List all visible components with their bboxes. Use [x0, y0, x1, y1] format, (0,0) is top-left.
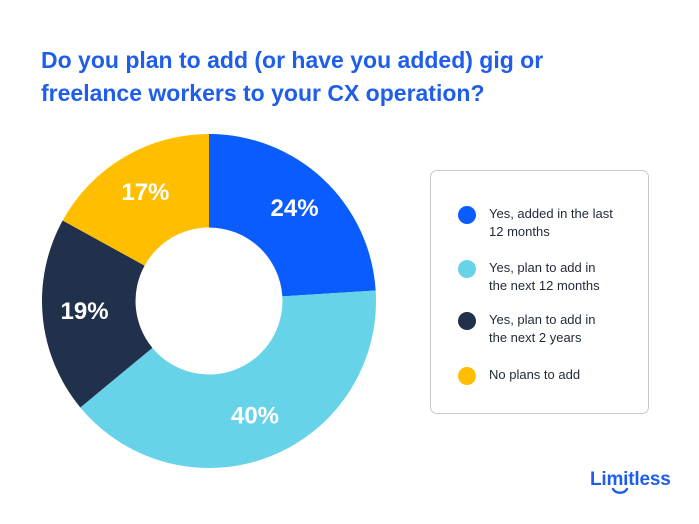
legend-item-plan-next-2-years: Yes, plan to add in the next 2 years [458, 311, 636, 347]
slice-value-label-no-plans: 17% [121, 179, 169, 206]
legend-label-no-plans: No plans to add [489, 367, 581, 382]
legend-label-added-last-12-months: Yes, added in the last 12 months [489, 205, 613, 241]
slice-value-label-plan-next-2-years: 19% [61, 298, 109, 325]
legend-label-line: Yes, plan to add in [489, 260, 596, 275]
smile-mark-icon [611, 487, 629, 494]
donut-slice-plan-next-12-months [80, 290, 377, 469]
logo-wordmark: Limitless [590, 469, 671, 490]
legend-label-line: Yes, added in the last [489, 206, 613, 221]
legend-dot-blue-icon [458, 206, 476, 224]
donut-slice-no-plans [62, 134, 209, 266]
limitless-logo: Limitless [590, 467, 672, 503]
slice-value-label-plan-next-12-months: 40% [231, 403, 279, 430]
legend-label-plan-next-2-years: Yes, plan to add in the next 2 years [489, 311, 596, 347]
legend-dot-yellow-icon [458, 367, 476, 385]
donut-slice-plan-next-2-years [42, 220, 153, 408]
chart-title: Do you plan to add (or have you added) g… [41, 44, 661, 110]
donut-slice-added-last-12-months [209, 134, 376, 297]
legend-dot-navy-icon [458, 312, 476, 330]
legend-item-added-last-12-months: Yes, added in the last 12 months [458, 205, 636, 241]
chart-title-line-1: Do you plan to add (or have you added) g… [41, 47, 544, 73]
slice-value-label-added-last-12-months: 24% [271, 195, 319, 222]
chart-title-line-2: freelance workers to your CX operation? [41, 80, 485, 106]
donut-center-hole [136, 228, 282, 374]
legend-label-line: the next 12 months [489, 278, 600, 293]
legend-dot-light-blue-icon [458, 260, 476, 278]
legend-label-line: Yes, plan to add in [489, 312, 596, 327]
legend-item-no-plans: No plans to add [458, 366, 636, 385]
legend-label-line: the next 2 years [489, 330, 582, 345]
legend-label-line: 12 months [489, 224, 550, 239]
chart-legend: Yes, added in the last 12 months Yes, pl… [430, 170, 649, 414]
legend-item-plan-next-12-months: Yes, plan to add in the next 12 months [458, 259, 636, 295]
legend-label-plan-next-12-months: Yes, plan to add in the next 12 months [489, 259, 600, 295]
